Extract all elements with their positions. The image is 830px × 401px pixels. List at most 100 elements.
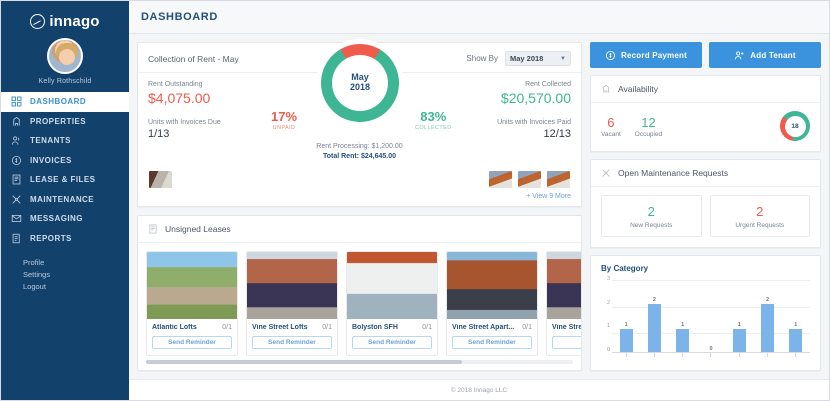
grid-line — [612, 306, 810, 308]
people-icon — [11, 136, 20, 145]
bar-value-label: 1 — [737, 322, 741, 329]
send-reminder-button[interactable]: Send Reminder — [352, 335, 432, 349]
bar[interactable] — [676, 329, 690, 353]
rent-card-body: May 2018 17% UNPAID 83% COLLECTED — [138, 29, 581, 164]
rent-processing: Rent Processing: $1,200.00 — [316, 143, 403, 150]
x-tick — [738, 353, 740, 357]
footer: © 2018 Innago LLC — [129, 379, 829, 400]
send-reminder-button[interactable]: Send — [552, 335, 581, 349]
send-reminder-button[interactable]: Send Reminder — [252, 335, 332, 349]
property-thumbnail[interactable] — [488, 170, 513, 189]
document-icon — [149, 224, 157, 234]
bar-column[interactable]: 1 — [782, 277, 810, 353]
urgent-requests-box[interactable]: 2 Urgent Requests — [709, 195, 810, 237]
property-thumbnail[interactable] — [546, 170, 571, 189]
lease-photo — [447, 252, 537, 319]
bar-column[interactable]: 0 — [697, 277, 725, 353]
bar-column[interactable]: 1 — [669, 277, 697, 353]
topbar: DASHBOARD — [129, 1, 829, 34]
envelope-icon — [11, 215, 22, 223]
sidebar-item-reports[interactable]: REPORTS — [1, 229, 129, 249]
lease-name: Vine Street Apart... — [452, 323, 515, 331]
main-area: DASHBOARD Collection of Rent - May Show … — [129, 1, 829, 400]
bar[interactable] — [732, 329, 746, 353]
bar-column[interactable]: 1 — [612, 277, 640, 353]
dollar-circle-icon — [605, 50, 616, 60]
x-tick — [653, 353, 655, 357]
app-logo[interactable]: innago — [1, 7, 129, 36]
property-thumbnail[interactable] — [148, 170, 173, 189]
bar[interactable] — [789, 329, 803, 353]
show-by-select[interactable]: May 2018 ▼ — [505, 51, 571, 66]
new-requests-box[interactable]: 2 New Requests — [601, 195, 702, 237]
rent-kpi-left: Rent Outstanding $4,075.00 Units with In… — [148, 81, 298, 140]
lease-card[interactable]: Vine Street Lofts 0/1 Send Reminder — [246, 251, 338, 356]
lease-photo — [347, 252, 437, 319]
rent-collected-label: Rent Collected — [525, 81, 571, 88]
unpaid-percent: 17% — [271, 109, 298, 124]
sidebar-item-properties[interactable]: PROPERTIES — [1, 112, 129, 132]
urgent-requests-label: Urgent Requests — [735, 222, 785, 229]
rent-kpi-right: Rent Collected $20,570.00 Units with Inv… — [421, 81, 571, 140]
bar-value-label: 2 — [766, 297, 770, 304]
lease-card-list[interactable]: Atlantic Lofts 0/1 Send Reminder Vine St… — [138, 243, 581, 360]
lease-card[interactable]: Vine Stree Send — [546, 251, 581, 356]
lease-signed-count: 0/1 — [522, 323, 532, 331]
chart-title: By Category — [601, 264, 649, 273]
sidebar: innago Kelly Rothschild DASHBOARD PROPER… — [1, 1, 129, 400]
availability-header: Availability — [591, 76, 820, 103]
bar-column[interactable]: 2 — [753, 277, 781, 353]
chart-x-ticks — [612, 353, 810, 358]
content: Collection of Rent - May Show By May 201… — [129, 29, 829, 379]
bar[interactable] — [761, 304, 775, 353]
lease-list-scrollbar-thumb[interactable] — [146, 360, 462, 364]
sidebar-item-label: TENANTS — [30, 136, 71, 146]
avatar[interactable] — [47, 38, 83, 74]
lease-photo — [247, 252, 337, 319]
sidebar-link-profile[interactable]: Profile — [23, 258, 45, 267]
units-paid-value: 12/13 — [543, 128, 571, 140]
view-more-link[interactable]: + View 9 More — [526, 193, 571, 200]
bar[interactable] — [619, 329, 633, 353]
sidebar-item-lease-files[interactable]: LEASE & FILES — [1, 170, 129, 190]
sidebar-link-settings[interactable]: Settings — [23, 270, 51, 279]
bar-column[interactable]: 1 — [725, 277, 753, 353]
send-reminder-button[interactable]: Send Reminder — [152, 335, 232, 349]
lease-card[interactable]: Vine Street Apart... 0/1 Send Reminder — [446, 251, 538, 356]
new-requests-label: New Requests — [630, 222, 673, 229]
sidebar-item-tenants[interactable]: TENANTS — [1, 131, 129, 151]
user-name: Kelly Rothschild — [38, 78, 92, 85]
lease-info: Vine Street Apart... 0/1 — [447, 319, 537, 334]
property-thumbnail[interactable] — [517, 170, 542, 189]
sidebar-item-label: DASHBOARD — [30, 97, 87, 107]
chart-area: 3 2 1 0 1 — [601, 276, 810, 362]
collected-percent-group: 83% COLLECTED — [415, 109, 452, 131]
sidebar-item-dashboard[interactable]: DASHBOARD — [1, 92, 129, 112]
sidebar-item-maintenance[interactable]: MAINTENANCE — [1, 190, 129, 210]
bar-value-label: 1 — [624, 322, 628, 329]
lease-list-scrollbar[interactable] — [146, 360, 573, 364]
sidebar-item-invoices[interactable]: INVOICES — [1, 151, 129, 171]
unsigned-leases-card: Unsigned Leases Atlantic Lofts 0/1 Send … — [137, 215, 582, 371]
maintenance-card: Open Maintenance Requests 2 New Requests… — [590, 159, 821, 248]
lease-photo — [547, 252, 581, 319]
add-tenant-label: Add Tenant — [750, 50, 796, 60]
chevron-down-icon: ▼ — [560, 55, 566, 62]
sidebar-item-messaging[interactable]: MESSAGING — [1, 209, 129, 229]
lease-card[interactable]: Atlantic Lofts 0/1 Send Reminder — [146, 251, 238, 356]
bar-column[interactable]: 2 — [640, 277, 668, 353]
availability-donut-chart: 18 — [780, 111, 810, 141]
record-payment-button[interactable]: Record Payment — [590, 42, 702, 68]
bar[interactable] — [647, 304, 661, 353]
add-tenant-button[interactable]: Add Tenant — [709, 42, 821, 68]
vacant-value: 6 — [607, 114, 615, 130]
lease-card[interactable]: Bolyston SFH 0/1 Send Reminder — [346, 251, 438, 356]
send-reminder-button[interactable]: Send Reminder — [452, 335, 532, 349]
innago-logo-icon — [30, 14, 46, 29]
lease-name: Bolyston SFH — [352, 323, 398, 331]
chart-plot: 1 2 1 — [612, 277, 810, 362]
sidebar-link-logout[interactable]: Logout — [23, 282, 46, 291]
unsigned-leases-title: Unsigned Leases — [165, 224, 231, 234]
y-tick: 3 — [606, 276, 610, 282]
